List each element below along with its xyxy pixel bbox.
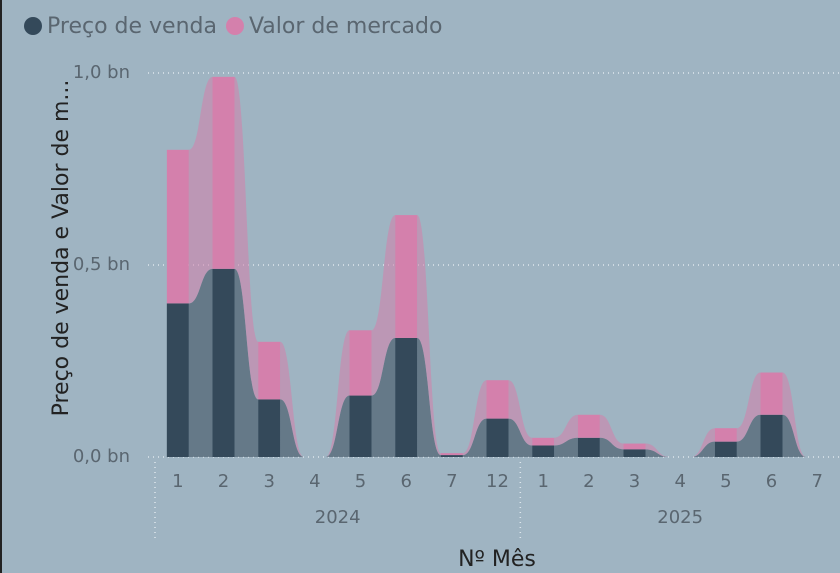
- x-tick-label: 1: [537, 471, 548, 492]
- ribbon: [554, 414, 578, 446]
- x-tick-label: 7: [811, 471, 822, 492]
- ribbon: [371, 215, 396, 396]
- bar-segment: [486, 380, 509, 419]
- ribbon: [554, 437, 578, 457]
- ribbon: [371, 337, 396, 457]
- legend-marker: [24, 17, 42, 35]
- x-tick-label: 2: [583, 471, 594, 492]
- x-group-label: 2024: [315, 507, 361, 528]
- legend-marker: [225, 17, 244, 35]
- ribbon: [508, 418, 533, 457]
- ribbon: [462, 380, 487, 456]
- ribbon: [508, 380, 533, 446]
- x-tick-label: 3: [263, 471, 274, 492]
- y-axis-title: Preço de venda e Valor de m...: [49, 80, 74, 417]
- legend-label: Valor de mercado: [249, 14, 442, 39]
- bar-segment: [166, 303, 189, 457]
- legend-label: Preço de venda: [47, 14, 217, 39]
- x-tick-label: 6: [766, 471, 777, 492]
- x-tick-label: 12: [486, 471, 509, 492]
- bar-segment: [395, 337, 418, 457]
- ribbon: [234, 268, 259, 457]
- x-tick-label: 1: [172, 471, 183, 492]
- ribbon: [736, 372, 761, 442]
- bar-segment: [395, 215, 418, 338]
- bar-segment: [760, 372, 783, 415]
- ribbon: [462, 418, 487, 457]
- ribbon: [234, 76, 259, 400]
- frame-edge: [0, 0, 2, 573]
- ribbon: [325, 330, 350, 457]
- x-tick-label: 2: [218, 471, 229, 492]
- y-tick-label: 0,0 bn: [73, 446, 130, 467]
- ribbon: [188, 268, 213, 457]
- bar-segment: [577, 414, 600, 438]
- bar-segment: [532, 445, 555, 457]
- bar-segment: [714, 428, 737, 442]
- x-tick-label: 7: [446, 471, 457, 492]
- ribbon: [417, 337, 441, 457]
- x-tick-label: 4: [309, 471, 320, 492]
- ribbon: [736, 414, 761, 457]
- y-tick-label: 0,5 bn: [73, 254, 130, 275]
- bar-segment: [486, 418, 509, 457]
- ribbon: [280, 341, 304, 457]
- bar-segment: [212, 76, 235, 269]
- ribbon: [645, 443, 670, 457]
- ribbon: [599, 437, 624, 457]
- x-tick-label: 5: [355, 471, 366, 492]
- ribbon: [417, 215, 441, 456]
- x-axis-title: Nº Mês: [458, 547, 536, 572]
- bar-segment: [623, 449, 646, 457]
- ribbon: [782, 372, 807, 457]
- bar-segment: [258, 341, 281, 400]
- bar-segment: [349, 395, 372, 457]
- bar-segment: [166, 149, 189, 304]
- bar-segment: [440, 453, 463, 456]
- x-tick-label: 4: [674, 471, 685, 492]
- bar-segment: [349, 330, 372, 396]
- y-tick-label: 1,0 bn: [73, 62, 130, 83]
- x-tick-label: 3: [629, 471, 640, 492]
- bar-segment: [714, 441, 737, 457]
- bar-segment: [623, 443, 646, 450]
- bar-segment: [577, 437, 600, 457]
- bar-segment: [258, 399, 281, 457]
- ribbon: [599, 414, 624, 450]
- x-tick-label: 6: [400, 471, 411, 492]
- bar-segment: [760, 414, 783, 457]
- x-tick-label: 5: [720, 471, 731, 492]
- bar-segment: [440, 455, 463, 457]
- ribbon: [188, 76, 213, 304]
- bar-segment: [532, 437, 555, 446]
- ribbon: [691, 428, 715, 457]
- x-group-label: 2025: [657, 507, 703, 528]
- bar-segment: [212, 268, 235, 457]
